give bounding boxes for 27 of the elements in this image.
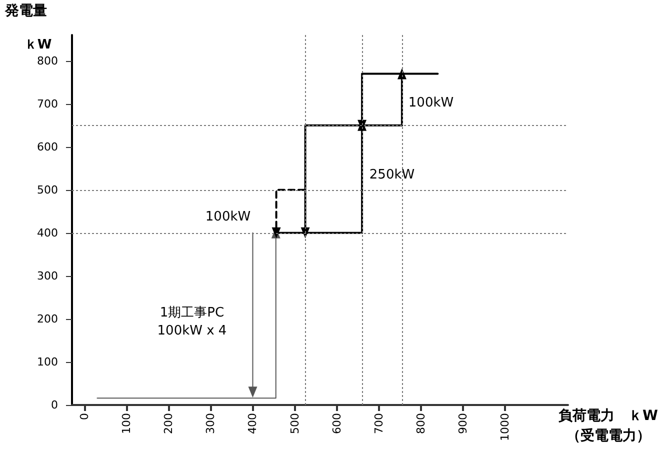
y-tick-label: 200 bbox=[37, 312, 58, 326]
y-tick-label: 500 bbox=[37, 183, 58, 196]
y-tick-label: 800 bbox=[37, 54, 58, 68]
y-tick-label: 0 bbox=[51, 398, 58, 412]
x-tick-label: 300 bbox=[204, 413, 218, 434]
x-tick-label: 500 bbox=[288, 413, 302, 434]
x-tick-label: 1000 bbox=[498, 413, 512, 441]
y-tick-label: 700 bbox=[37, 97, 58, 110]
y-tick-label: 100 bbox=[37, 355, 58, 368]
annotation: 250kW bbox=[369, 168, 415, 182]
x-tick-label: 400 bbox=[246, 413, 260, 434]
x-axis-title: 負荷電力 ｋW （受電電力） bbox=[558, 408, 658, 444]
annotation: 100kW bbox=[205, 210, 251, 224]
annotation: 1期工事PC 100kW x 4 bbox=[157, 306, 227, 338]
text: ｋW bbox=[24, 38, 52, 52]
x-tick-label: 700 bbox=[372, 413, 386, 434]
x-tick-label: 100 bbox=[120, 413, 134, 434]
x-tick-label: 800 bbox=[414, 413, 428, 434]
y-tick-label: 400 bbox=[37, 226, 58, 240]
annotation: 100kW bbox=[408, 96, 454, 110]
y-tick-label: 600 bbox=[37, 140, 58, 154]
x-tick-label: 900 bbox=[456, 413, 470, 434]
y-axis-title: 発電量 bbox=[4, 3, 47, 19]
x-tick-label: 600 bbox=[330, 413, 344, 434]
x-tick-label: 200 bbox=[162, 413, 176, 434]
y-tick-label: 300 bbox=[37, 269, 58, 282]
x-tick-label: 0 bbox=[78, 413, 92, 420]
